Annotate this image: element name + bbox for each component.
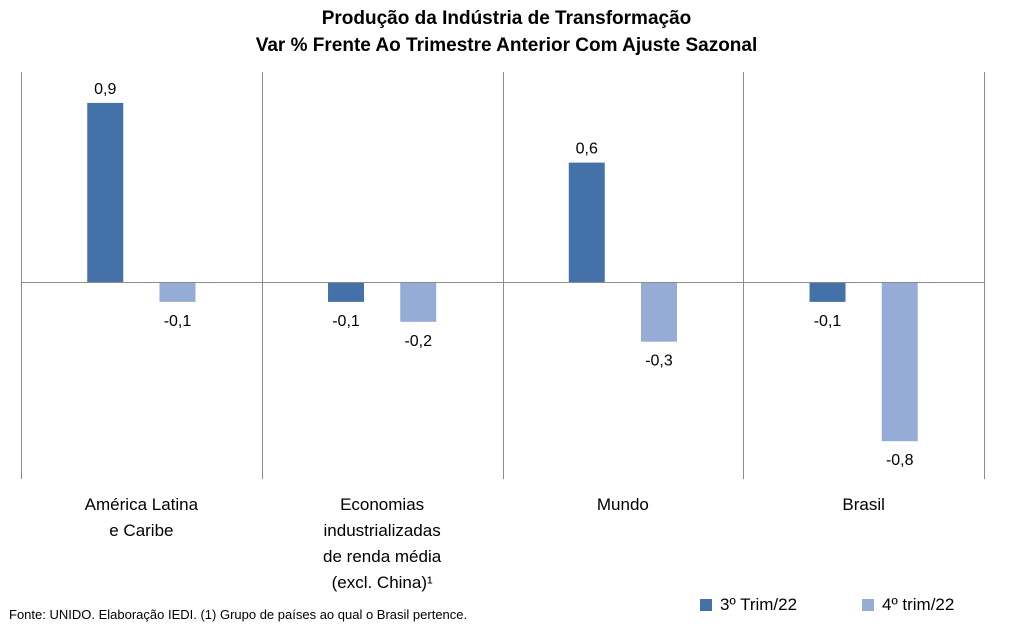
bar-series-2 <box>640 282 677 342</box>
legend-label-series-2: 4º trim/22 <box>882 595 955 614</box>
chart-subtitle: Var % Frente Ao Trimestre Anterior Com A… <box>255 35 758 56</box>
bar-series-2 <box>400 282 437 322</box>
category-label: e Caribe <box>109 521 173 540</box>
bar-series-2 <box>159 282 196 302</box>
bar-series-1 <box>809 282 846 302</box>
category-label: América Latina <box>85 495 199 514</box>
legend-item-series-1: 3º Trim/22 <box>700 595 797 615</box>
legend-item-series-2: 4º trim/22 <box>862 595 954 615</box>
category-label: industrializadas <box>324 521 441 540</box>
data-label: 0,6 <box>576 141 598 158</box>
category-label: Mundo <box>597 495 649 514</box>
data-label: -0,1 <box>164 313 192 330</box>
category-label: (excl. China)¹ <box>332 573 433 592</box>
legend-swatch-series-1 <box>700 599 712 611</box>
data-label: -0,1 <box>814 313 842 330</box>
bar-series-1 <box>87 102 124 283</box>
data-label: -0,3 <box>645 353 673 370</box>
chart-title: Produção da Indústria de Transformação <box>321 8 692 29</box>
category-label: Brasil <box>842 495 885 514</box>
data-label: -0,2 <box>404 333 432 350</box>
category-label: Economias <box>340 495 424 514</box>
source-footnote: Fonte: UNIDO. Elaboração IEDI. (1) Grupo… <box>9 607 468 622</box>
legend-swatch-series-2 <box>862 599 874 611</box>
category-label: de renda média <box>323 547 442 566</box>
bar-series-1 <box>328 282 365 302</box>
data-label: -0,1 <box>332 313 360 330</box>
data-label: 0,9 <box>94 81 116 98</box>
bar-series-2 <box>881 282 918 442</box>
legend-label-series-1: 3º Trim/22 <box>720 595 798 614</box>
bar-series-1 <box>568 162 605 282</box>
data-label: -0,8 <box>886 452 914 469</box>
